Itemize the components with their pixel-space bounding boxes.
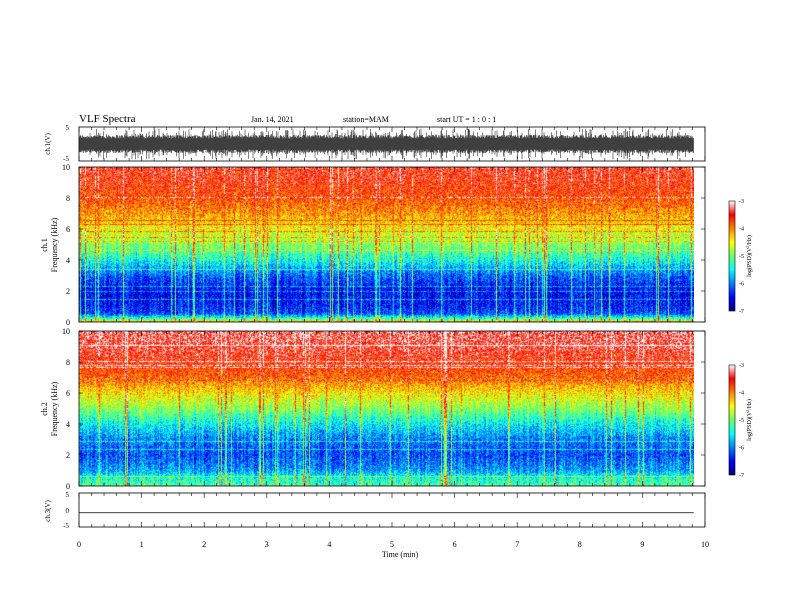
freq-tick-label: 4 — [66, 420, 70, 429]
ch1-colorbar-label: log(PSD)(V2/Hz) — [745, 235, 754, 277]
time-tick-label: 8 — [578, 540, 582, 549]
ch3-ytick-label: -5 — [63, 522, 69, 530]
colorbar-tick-label: -7 — [739, 473, 744, 479]
time-tick-label: 4 — [327, 540, 331, 549]
time-tick-label: 6 — [453, 540, 457, 549]
ch2-frequency-axis-label: Frequency (kHz) — [50, 381, 59, 436]
freq-tick-label: 4 — [66, 256, 70, 265]
time-axis: 0 1 2 3 4 5 6 7 8 9 10 — [77, 127, 709, 549]
ch1-spectrogram-panel: 0 2 4 6 8 10 ch.1 Frequency (kHz) — [40, 163, 706, 327]
time-tick-label: 7 — [515, 540, 519, 549]
colorbar-tick-label: -7 — [739, 309, 744, 315]
ch1-channel-label: ch.1 — [40, 238, 49, 252]
ch1-waveform-panel: 5 -5 ch.1(V) — [44, 124, 706, 163]
colorbar-tick-label: -5 — [739, 418, 744, 424]
ch1-waveform-ylabel: ch.1(V) — [44, 133, 52, 155]
figure-title: VLF Spectra — [79, 113, 136, 125]
freq-tick-label: 8 — [66, 358, 70, 367]
time-tick-label: 1 — [140, 540, 144, 549]
ch1-colorbar: -3 -4 -5 -6 -7 log(PSD)(V2/Hz) — [728, 199, 754, 315]
ch2-channel-label: ch.2 — [40, 402, 49, 416]
freq-tick-label: 0 — [66, 318, 70, 327]
time-tick-label: 5 — [390, 540, 394, 549]
ch1-freq-ticks: 0 2 4 6 8 10 — [62, 163, 705, 327]
ch1-spectrogram-image — [79, 167, 694, 322]
ch3-waveform-ylabel: ch.3(V) — [44, 500, 52, 522]
ch2-spectrogram-panel: 0 2 4 6 8 10 ch.2 Frequency (kHz) — [40, 327, 706, 491]
time-tick-label: 3 — [265, 540, 269, 549]
colorbar-tick-label: -6 — [739, 282, 744, 288]
time-tick-label: 10 — [701, 540, 709, 549]
freq-tick-label: 6 — [66, 389, 70, 398]
ch2-freq-ticks: 0 2 4 6 8 10 — [62, 327, 705, 491]
freq-tick-label: 0 — [66, 482, 70, 491]
time-axis-label: Time (min) — [382, 550, 419, 559]
colorbar-tick-label: -3 — [739, 199, 744, 205]
ch1-colorbar-scale — [728, 200, 736, 312]
ch1-waveform-noise — [79, 128, 694, 160]
ch1-ytick-label: 5 — [66, 124, 70, 132]
ch3-ytick-label: 0 — [66, 507, 70, 515]
ch1-frequency-axis-label: Frequency (kHz) — [50, 217, 59, 272]
ch1-ytick-label: -5 — [63, 155, 69, 163]
time-tick-label: 9 — [640, 540, 644, 549]
date-label: Jan. 14, 2021 — [251, 115, 294, 124]
colorbar-tick-label: -5 — [739, 254, 744, 260]
ch2-colorbar-scale — [728, 364, 736, 476]
freq-tick-label: 2 — [66, 287, 70, 296]
ch3-ytick-label: 5 — [66, 491, 70, 499]
ch3-waveform-panel: 5 -5 ch.3(V) 0 — [44, 491, 706, 530]
time-tick-label: 0 — [77, 540, 81, 549]
freq-tick-label: 6 — [66, 225, 70, 234]
colorbar-tick-label: -4 — [739, 227, 744, 233]
colorbar-tick-label: -6 — [739, 446, 744, 452]
ch2-colorbar: -3 -4 -5 -6 -7 log(PSD)(V2/Hz) — [728, 363, 754, 479]
ch2-spectrogram-image — [79, 331, 694, 486]
freq-tick-label: 8 — [66, 194, 70, 203]
freq-tick-label: 10 — [62, 327, 70, 336]
colorbar-tick-label: -4 — [739, 391, 744, 397]
freq-tick-label: 2 — [66, 451, 70, 460]
station-label: station=MAM — [343, 115, 389, 124]
ch1-waveform-trace — [79, 128, 694, 160]
colorbar-tick-label: -3 — [739, 363, 744, 369]
freq-tick-label: 10 — [62, 163, 70, 172]
start-time-label: start UT = 1 : 0 : 1 — [437, 115, 496, 124]
ch2-colorbar-label: log(PSD)(V2/Hz) — [745, 399, 754, 441]
time-tick-label: 2 — [202, 540, 206, 549]
ch3-waveform-frame — [78, 492, 706, 528]
